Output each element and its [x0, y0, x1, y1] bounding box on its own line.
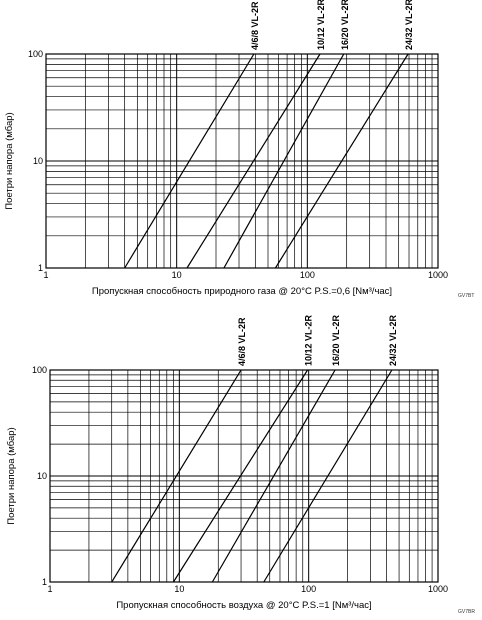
series-line — [186, 53, 321, 269]
y-tick-label: 1 — [42, 577, 47, 587]
series-line — [263, 369, 393, 583]
x-tick-label: 10 — [172, 270, 182, 280]
series-label: 24/32 VL-2R — [404, 0, 414, 50]
x-tick-label: 100 — [300, 270, 315, 280]
x-tick-label: 1 — [43, 270, 48, 280]
x-tick-label: 100 — [301, 584, 316, 594]
y-axis-label: Поетри напора (мбар) — [4, 112, 15, 209]
series-label: 16/20 VL-2R — [340, 0, 350, 50]
chart-1: 1 10 100 1000 1 10 100 4/6/8 VL-2R 10/12 VL-2R 16… — [4, 0, 474, 299]
series-line — [111, 369, 242, 583]
series-label: 4/6/8 VL-2R — [250, 1, 260, 50]
series-line — [274, 53, 409, 269]
series-label: 10/12 VL-2R — [316, 0, 326, 50]
series-line — [211, 369, 336, 583]
y-tick-label: 1 — [38, 263, 43, 273]
y-tick-label: 100 — [28, 49, 43, 59]
x-axis-label: Пропускная способность природного газа @… — [92, 286, 392, 297]
x-tick-label: 1000 — [428, 584, 448, 594]
y-tick-label: 10 — [37, 471, 47, 481]
x-axis-label: Пропускная способность воздуха @ 20°C P.… — [116, 600, 371, 611]
y-tick-label: 100 — [32, 365, 47, 375]
figure-code: GV7BT — [458, 293, 474, 299]
x-tick-label: 1 — [47, 584, 52, 594]
series-line — [124, 53, 255, 269]
series-line — [172, 369, 309, 583]
y-tick-label: 10 — [33, 156, 43, 166]
series-label: 24/32 VL-2R — [388, 314, 398, 366]
chart-2: 1 10 100 1000 1 10 100 4/6/8 VL-2R 10/12 VL-2R 16… — [6, 314, 475, 615]
series-label: 4/6/8 VL-2R — [237, 317, 247, 366]
series-line — [223, 53, 345, 269]
y-axis-label: Поетри напора (мбар) — [6, 427, 17, 524]
x-tick-label: 1000 — [428, 270, 448, 280]
plot-frame — [49, 369, 439, 583]
plot-frame — [45, 53, 439, 269]
figure-code: GV7BR — [458, 609, 475, 615]
series-label: 16/20 VL-2R — [331, 314, 341, 366]
x-tick-label: 10 — [174, 584, 184, 594]
series-label: 10/12 VL-2R — [304, 314, 314, 366]
